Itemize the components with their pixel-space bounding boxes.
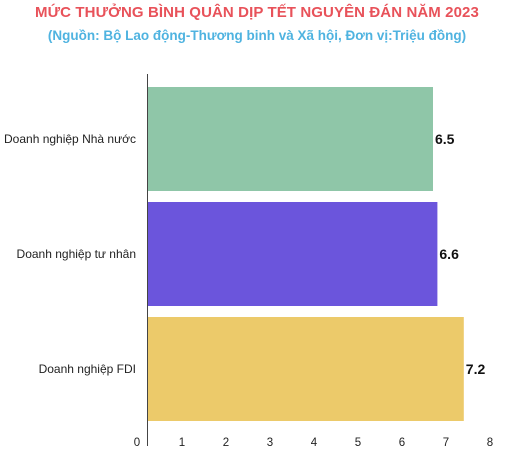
bar-3 [147,317,464,421]
x-tick-label-1: 1 [179,437,185,449]
x-tick-label-0: 0 [134,437,140,449]
bar-2 [147,202,438,306]
x-tick-label-3: 3 [267,437,273,449]
x-tick-label-4: 4 [311,437,318,449]
x-axis-ticks: 0 1 2 3 4 5 6 7 8 [134,437,493,449]
data-labels: 6.5 6.6 7.2 [435,131,485,377]
data-label-3: 7.2 [466,361,486,377]
x-tick-label-2: 2 [223,437,229,449]
category-label-3: Doanh nghiệp FDI [39,362,136,376]
chart-subtitle: (Nguồn: Bộ Lao động-Thương binh và Xã hộ… [47,28,467,43]
x-tick-label-7: 7 [443,437,449,449]
chart-title: MỨC THƯỞNG BÌNH QUÂN DỊP TẾT NGUYÊN ĐÁN … [35,4,479,21]
category-label-2: Doanh nghiệp tư nhân [17,247,136,261]
category-labels: Doanh nghiệp Nhà nước Doanh nghiệp tư nhâ… [4,132,136,376]
x-tick-label-8: 8 [487,437,493,449]
data-label-2: 6.6 [439,246,459,262]
x-tick-label-5: 5 [355,437,361,449]
x-tick-label-6: 6 [399,437,405,449]
bars-layer [147,87,464,421]
data-label-1: 6.5 [435,131,455,147]
category-label-1: Doanh nghiệp Nhà nước [4,132,136,146]
bar-1 [147,87,433,191]
